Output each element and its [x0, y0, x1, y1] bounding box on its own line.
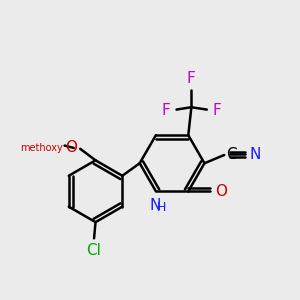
Text: O: O: [215, 184, 227, 199]
Text: H: H: [157, 201, 166, 214]
Text: methoxy: methoxy: [20, 142, 63, 153]
Text: F: F: [187, 71, 196, 86]
Text: C: C: [226, 147, 236, 162]
Text: N: N: [250, 147, 261, 162]
Text: Cl: Cl: [87, 243, 101, 258]
Text: F: F: [213, 103, 221, 118]
Text: O: O: [65, 140, 77, 155]
Text: N: N: [149, 198, 161, 213]
Text: F: F: [162, 103, 171, 118]
